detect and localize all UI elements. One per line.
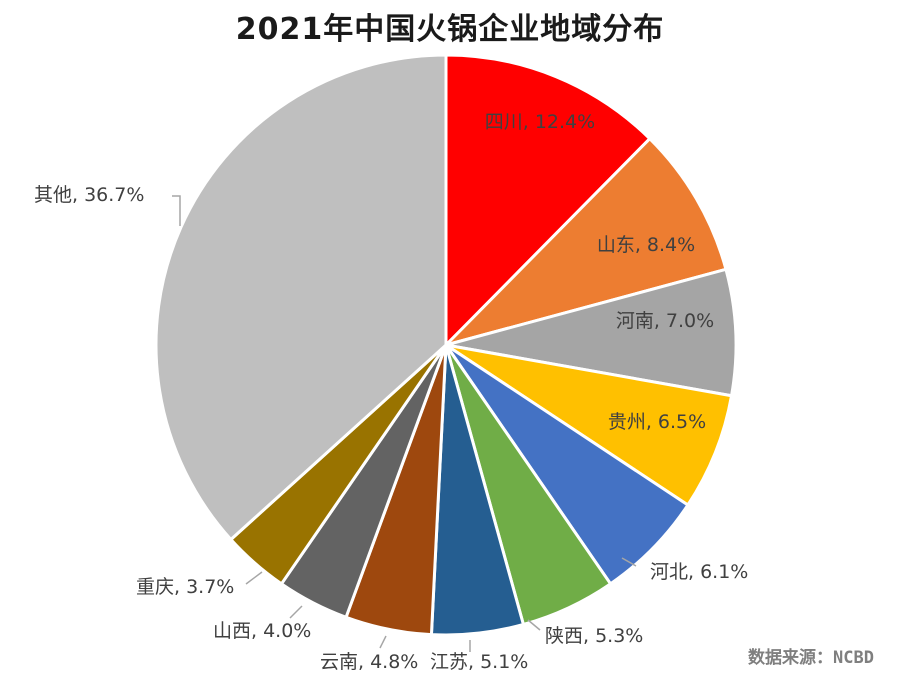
pie-slice-四川: [444, 53, 652, 347]
leader-line-陕西: [527, 619, 541, 631]
data-label-贵州: 贵州, 6.5%: [608, 411, 706, 433]
leader-line-河北: [621, 557, 637, 567]
chart-title: 2021年中国火锅企业地域分布: [235, 12, 665, 47]
leader-line-云南: [379, 635, 387, 649]
data-label-陕西: 陕西, 5.3%: [545, 625, 643, 647]
data-label-河北: 河北, 6.1%: [650, 561, 748, 583]
data-label-其他: 其他, 36.7%: [34, 184, 144, 206]
source-note: 数据来源：NCBD: [748, 648, 874, 668]
data-label-四川: 四川, 12.4%: [485, 111, 595, 133]
pie-slice-山东: [444, 137, 728, 347]
data-label-河南: 河南, 7.0%: [616, 310, 714, 332]
pie-slice-河南: [444, 267, 738, 398]
pie-slice-贵州: [444, 343, 734, 507]
data-label-山东: 山东, 8.4%: [597, 234, 695, 256]
data-label-重庆: 重庆, 3.7%: [136, 576, 234, 598]
data-label-江苏: 江苏, 5.1%: [430, 651, 528, 673]
data-label-山西: 山西, 4.0%: [213, 620, 311, 642]
data-label-云南: 云南, 4.8%: [320, 651, 418, 673]
leader-line-山西: [289, 605, 303, 619]
pie-slice-其他: [154, 53, 448, 541]
leader-line-其他: [172, 195, 181, 226]
leader-line-重庆: [245, 571, 263, 585]
